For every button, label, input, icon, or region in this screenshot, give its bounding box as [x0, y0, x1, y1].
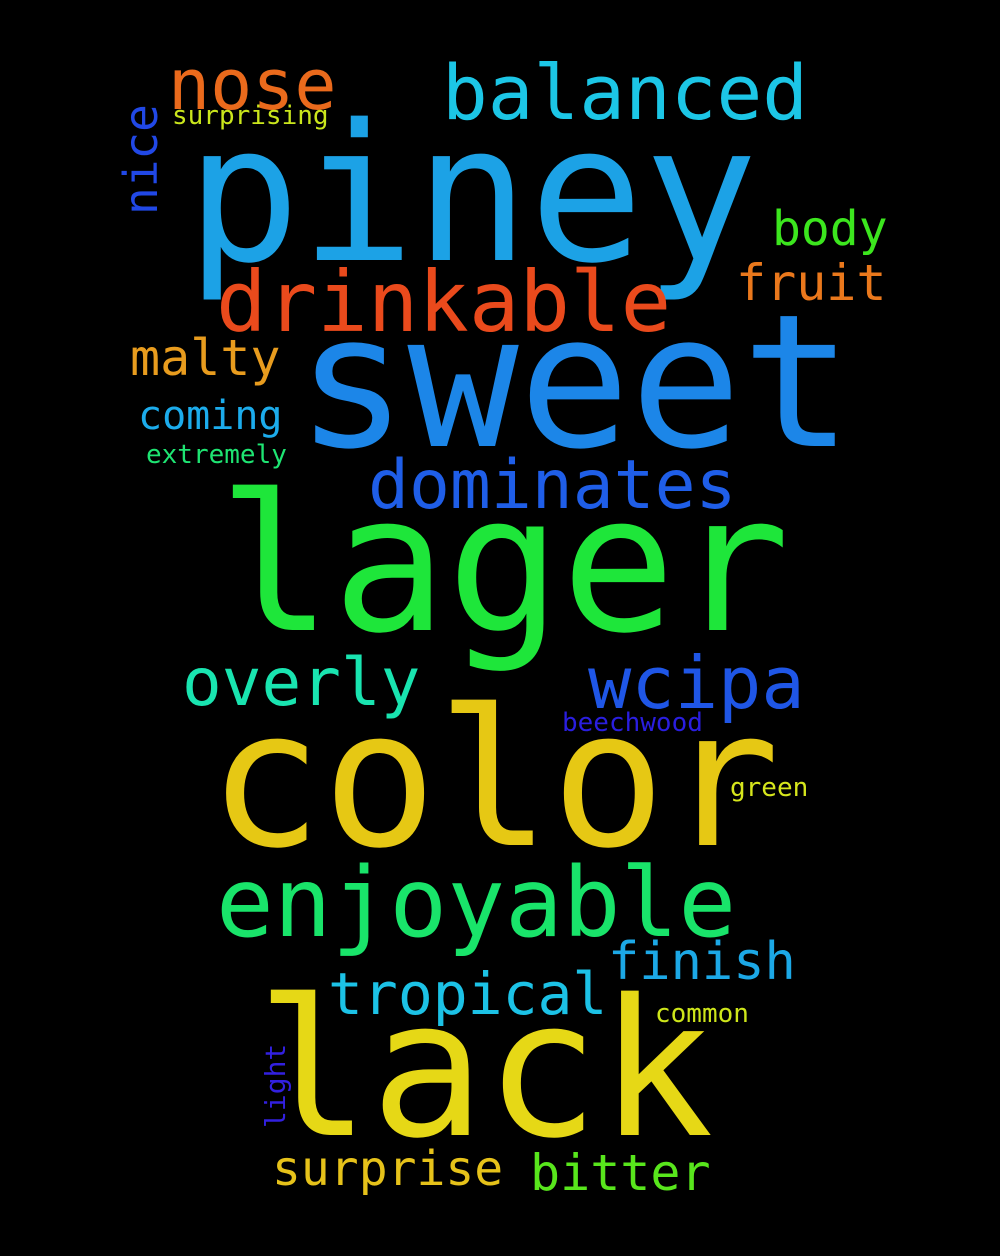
word-wcipa: wcipa	[588, 641, 805, 725]
word-nice: nice	[114, 104, 168, 215]
word-overly: overly	[182, 644, 421, 721]
word-bitter: bitter	[530, 1144, 711, 1202]
word-lack: lack	[256, 959, 714, 1180]
word-extremely: extremely	[146, 440, 287, 470]
word-dominates: dominates	[368, 446, 737, 525]
word-beechwood: beechwood	[562, 708, 703, 738]
word-light: light	[259, 1043, 292, 1128]
word-green: green	[730, 773, 809, 803]
word-lager: lager	[218, 454, 790, 675]
word-body: body	[772, 201, 888, 257]
word-drinkable: drinkable	[216, 253, 672, 351]
word-surprising: surprising	[172, 101, 329, 131]
word-surprise: surprise	[272, 1141, 504, 1197]
word-tropical: tropical	[328, 960, 608, 1028]
word-common: common	[655, 999, 749, 1029]
word-fruit: fruit	[736, 254, 887, 312]
word-coming: coming	[138, 393, 283, 439]
word-malty: malty	[130, 329, 281, 387]
word-piney: piney	[186, 84, 758, 305]
word-sweet: sweet	[296, 274, 853, 490]
word-finish: finish	[608, 932, 796, 992]
word-balanced: balanced	[442, 48, 809, 137]
word-enjoyable: enjoyable	[216, 847, 737, 959]
word-nose: nose	[168, 44, 337, 126]
word-color: color	[208, 669, 780, 890]
